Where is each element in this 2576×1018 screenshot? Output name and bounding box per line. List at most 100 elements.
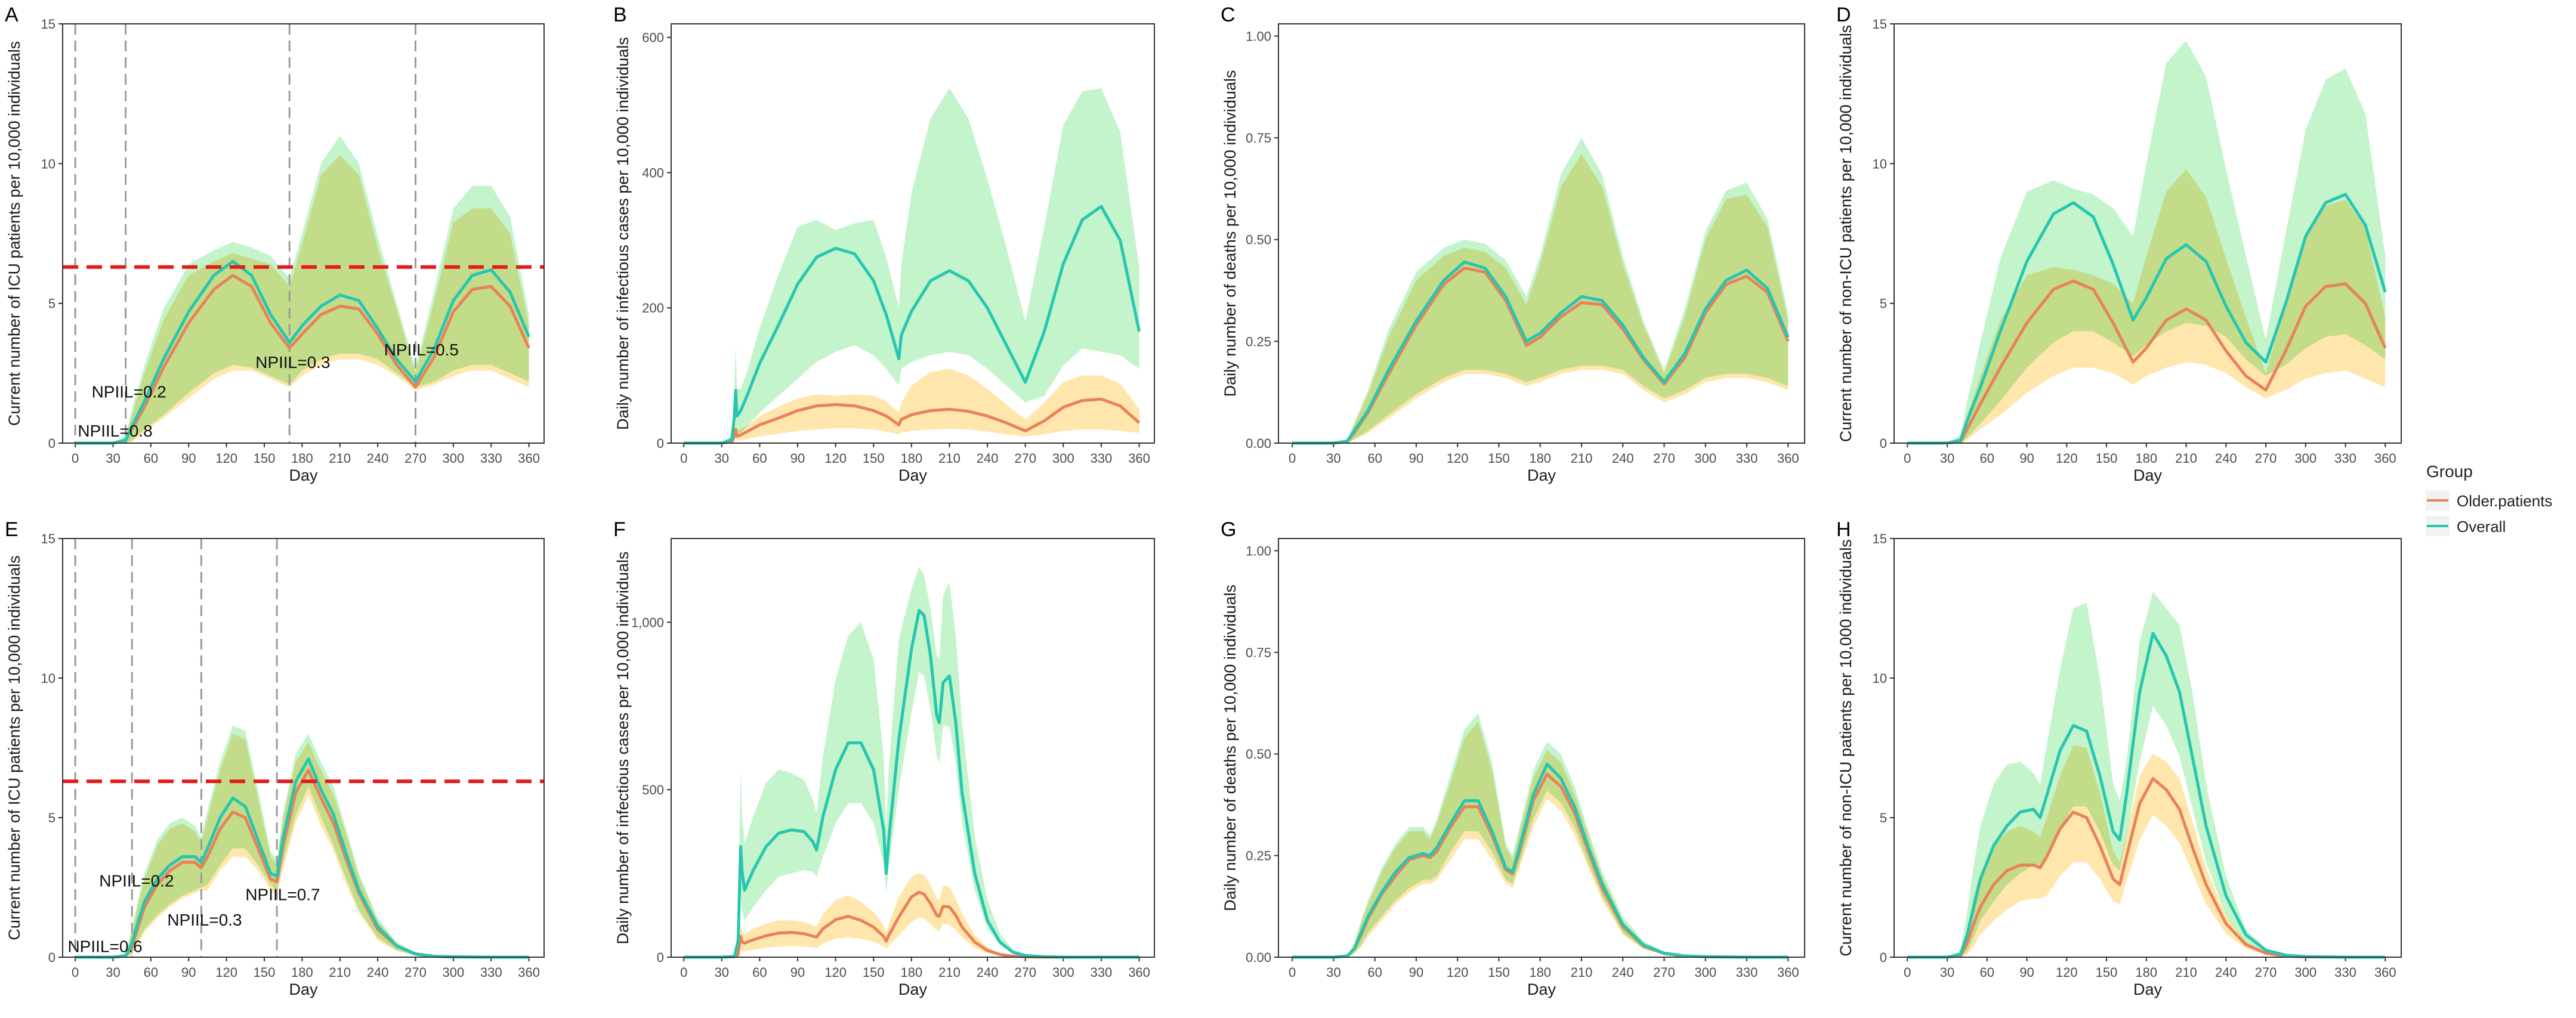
x-tick-label-c: 330	[1736, 451, 1758, 466]
x-tick-label-c: 60	[1367, 451, 1382, 466]
panel-letter-c: C	[1221, 4, 1236, 26]
panel-border-a	[62, 23, 545, 444]
y-tick-label-c: 0.25	[1246, 334, 1271, 349]
x-tick-label-f: 270	[1014, 965, 1036, 980]
panel-g: G 0.00 0.25 0.50 0.75 1.00 0 30 60 90 120 150 180 210…	[1221, 518, 1805, 998]
x-tick-label-b: 210	[938, 451, 960, 466]
series-line-overall-c	[1292, 260, 1790, 445]
x-tick-label-a: 360	[518, 451, 540, 466]
x-tick-label-d: 90	[2019, 451, 2034, 466]
x-tick-label-g: 360	[1777, 965, 1799, 980]
panel-border-h	[1894, 538, 2402, 958]
x-tick-label-h: 90	[2019, 965, 2034, 980]
x-tick-label-d: 210	[2175, 451, 2197, 466]
y-tick-label-g: 0.25	[1246, 849, 1271, 864]
x-tick-label-g: 240	[1612, 965, 1634, 980]
y-tick-label-h: 0	[1880, 950, 1887, 965]
y-tick-label-c: 0.50	[1246, 233, 1271, 247]
y-axis-title-h: Current number of non-ICU patients per 1…	[1837, 539, 1855, 956]
x-tick-label-h: 360	[2374, 965, 2396, 980]
npi-annotation-a: NPIIL=0.3	[255, 353, 330, 372]
x-tick-label-e: 360	[518, 965, 540, 980]
x-tick-label-g: 150	[1488, 965, 1510, 980]
y-tick-label-b: 600	[642, 30, 664, 45]
x-tick-label-d: 30	[1940, 451, 1954, 466]
x-tick-label-d: 270	[2255, 451, 2277, 466]
y-tick-label-e: 5	[48, 810, 55, 825]
x-tick-label-g: 30	[1326, 965, 1340, 980]
x-tick-label-g: 0	[1289, 965, 1296, 980]
x-tick-label-g: 210	[1571, 965, 1593, 980]
x-axis-title-e: Day	[289, 980, 318, 998]
ci-band-older-patients-a	[75, 155, 529, 443]
y-axis-title-g: Daily number of deaths per 10,000 indivi…	[1221, 584, 1239, 911]
ci-band-older-patients-c	[1292, 154, 1789, 443]
panel-letter-b: B	[613, 4, 627, 26]
panel-letter-d: D	[1836, 4, 1851, 26]
panel-border-g	[1278, 538, 1805, 958]
x-tick-label-b: 0	[680, 451, 687, 466]
panel-f: F 0 500 1,000 0 30 60 90 120 150 180 210 240 270 300 33…	[613, 518, 1155, 998]
x-tick-label-h: 120	[2056, 965, 2078, 980]
x-tick-label-d: 240	[2215, 451, 2237, 466]
y-tick-label-c: 1.00	[1246, 29, 1271, 44]
x-tick-label-d: 120	[2056, 451, 2078, 466]
x-tick-label-c: 210	[1571, 451, 1593, 466]
x-tick-label-c: 360	[1777, 451, 1799, 466]
ci-band-older-patients-d	[1907, 169, 2386, 443]
y-tick-label-b: 400	[642, 165, 664, 180]
x-tick-label-b: 90	[790, 451, 805, 466]
x-tick-label-b: 330	[1091, 451, 1113, 466]
x-tick-label-f: 180	[901, 965, 923, 980]
x-tick-label-e: 330	[480, 965, 502, 980]
x-tick-label-d: 180	[2135, 451, 2157, 466]
x-tick-label-h: 240	[2215, 965, 2237, 980]
x-tick-label-e: 150	[254, 965, 276, 980]
x-tick-label-a: 60	[144, 451, 158, 466]
x-tick-label-a: 30	[106, 451, 120, 466]
x-tick-label-a: 180	[291, 451, 313, 466]
y-tick-label-g: 0.50	[1246, 747, 1271, 762]
series-line-overall-e	[75, 757, 529, 959]
panel-letter-e: E	[5, 518, 18, 541]
y-tick-label-d: 15	[1873, 17, 1887, 32]
x-tick-label-e: 270	[404, 965, 427, 980]
x-tick-label-e: 30	[106, 965, 120, 980]
x-tick-label-g: 300	[1694, 965, 1716, 980]
series-line-overall-a	[75, 259, 530, 445]
x-tick-label-h: 300	[2294, 965, 2316, 980]
legend-title: Group	[2426, 462, 2473, 481]
x-tick-label-e: 120	[215, 965, 237, 980]
y-tick-label-a: 15	[41, 17, 55, 32]
x-tick-label-c: 180	[1529, 451, 1551, 466]
ci-band-older-patients-f	[684, 872, 1139, 957]
y-tick-label-c: 0.75	[1246, 131, 1271, 146]
x-tick-label-c: 30	[1326, 451, 1340, 466]
x-tick-label-c: 90	[1409, 451, 1423, 466]
x-tick-label-f: 90	[790, 965, 805, 980]
x-tick-label-f: 150	[863, 965, 885, 980]
x-tick-label-b: 150	[863, 451, 885, 466]
y-tick-label-b: 200	[642, 301, 664, 315]
x-tick-label-e: 180	[291, 965, 313, 980]
x-tick-label-f: 0	[680, 965, 687, 980]
y-tick-label-a: 10	[41, 156, 55, 171]
panel-border-d	[1894, 23, 2402, 444]
y-tick-label-e: 0	[48, 950, 55, 965]
x-axis-title-f: Day	[898, 980, 928, 998]
y-tick-label-c: 0.00	[1246, 436, 1271, 451]
panel-letter-a: A	[5, 4, 18, 26]
x-tick-label-a: 240	[367, 451, 389, 466]
panel-letter-h: H	[1836, 518, 1851, 541]
y-tick-label-a: 0	[48, 436, 55, 451]
x-tick-label-b: 300	[1052, 451, 1074, 466]
legend-label-older-patients: Older.patients	[2457, 492, 2552, 510]
y-axis-title-d: Current number of non-ICU patients per 1…	[1837, 25, 1855, 442]
x-axis-title-c: Day	[1527, 466, 1556, 484]
legend: Group Older.patients Overall	[2426, 462, 2552, 536]
x-axis-title-d: Day	[2133, 466, 2163, 484]
legend-item-older-patients: Older.patients	[2426, 490, 2552, 510]
